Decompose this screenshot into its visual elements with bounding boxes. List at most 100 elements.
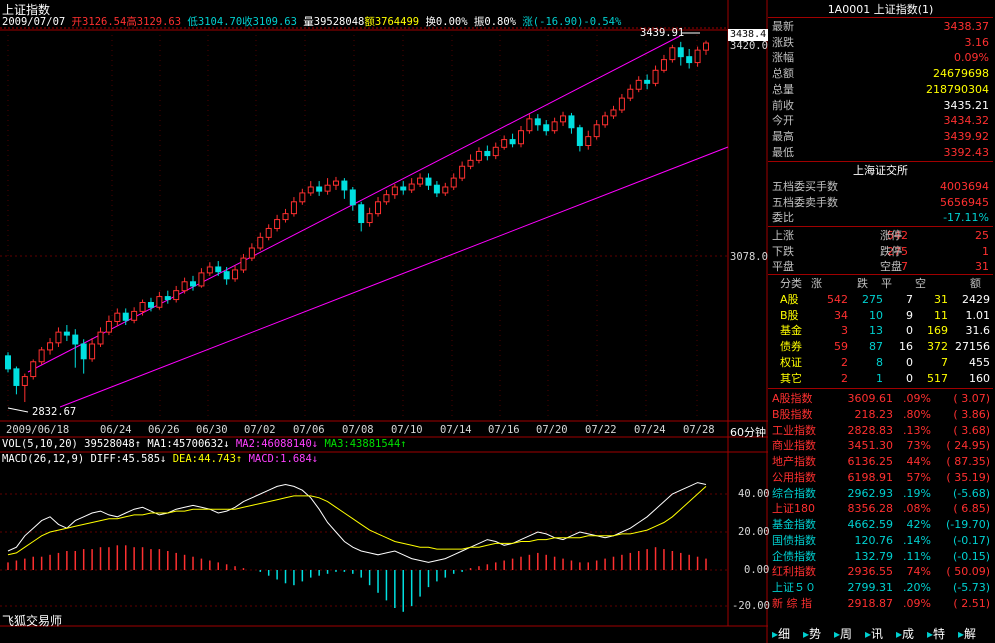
index-row[interactable]: 地产指数 6136.25 44% ( 87.35): [768, 454, 993, 469]
quote-line: 2009/07/07 开3126.54高3129.63 低3104.70收310…: [2, 14, 621, 29]
tab-6[interactable]: ▸解: [958, 627, 977, 641]
candle-body: [543, 124, 550, 132]
low-marker-line: [7, 407, 29, 413]
tab-2[interactable]: ▸周: [834, 627, 853, 641]
index-row[interactable]: 工业指数 2828.83 .13% ( 3.68): [768, 423, 993, 438]
quote-close: 收3109.63: [242, 16, 297, 28]
class-cell: 0: [906, 371, 913, 385]
candle-body: [501, 139, 508, 148]
candle-body: [602, 115, 609, 126]
index-row[interactable]: 公用指数 6198.91 57% ( 35.19): [768, 470, 993, 485]
class-cell: 372: [927, 340, 948, 354]
candle-body: [450, 177, 457, 188]
index-row[interactable]: 红利指数 2936.55 74% ( 50.09): [768, 564, 993, 579]
watermark: 飞狐交易师: [2, 614, 63, 628]
index-name: 新 综 指: [772, 596, 812, 610]
candle-body: [324, 184, 331, 192]
class-row[interactable]: 基金 3 13 0 169 31.6: [768, 323, 993, 338]
class-row[interactable]: 权证 2 8 0 7 455: [768, 355, 993, 370]
index-row[interactable]: A股指数 3609.61 .09% ( 3.07): [768, 391, 993, 406]
macd-dea: DEA:44.743↑: [172, 453, 243, 465]
candle-body: [660, 59, 667, 71]
tab-0[interactable]: ▸细: [772, 627, 791, 641]
candle-body: [30, 361, 37, 378]
period-label[interactable]: 60分钟: [730, 426, 766, 439]
index-row[interactable]: 新 综 指 2918.87 .09% ( 2.51): [768, 596, 993, 611]
index-price: 6198.91: [847, 470, 894, 484]
low-label: 2832.67: [32, 406, 77, 418]
candle-body: [114, 312, 121, 322]
index-row[interactable]: 上证５０ 2799.31 .20% (-5.73): [768, 580, 993, 595]
index-row[interactable]: 企债指数 132.79 .11% (-0.15): [768, 549, 993, 564]
x-tick-label: 07/28: [683, 424, 715, 436]
tab-5[interactable]: ▸特: [927, 627, 946, 641]
macd-diff: DIFF:45.585↓: [90, 453, 167, 465]
class-row[interactable]: A股 542 275 7 31 2429: [768, 292, 993, 307]
quote-row-label: 最高: [772, 129, 794, 143]
breadth-cell: 25: [975, 229, 989, 242]
candle-body: [442, 186, 449, 194]
index-price: 218.23: [854, 407, 894, 421]
index-row[interactable]: 基金指数 4662.59 42% (-19.70): [768, 517, 993, 532]
quote-panel: 1A0001 上证指数(1) 最新 3438.37 涨跌 3.16 涨幅 0.09% 总额 2…: [768, 0, 995, 626]
candle-body: [181, 281, 188, 292]
index-change: ( 35.19): [946, 470, 990, 484]
candle-body: [585, 136, 592, 147]
class-cell: 2: [841, 371, 848, 385]
candle-body: [274, 219, 281, 229]
class-row[interactable]: B股 34 10 9 11 1.01: [768, 308, 993, 323]
index-price: 3451.30: [847, 439, 894, 453]
candle-body: [156, 296, 163, 308]
x-tick-label: 07/22: [585, 424, 617, 436]
candle-body: [97, 331, 104, 345]
candle-body: [551, 121, 558, 132]
breadth-row: 平盘 7 空盘 31: [768, 259, 993, 274]
tab-3[interactable]: ▸讯: [865, 627, 884, 641]
index-row[interactable]: 商业指数 3451.30 73% ( 24.95): [768, 438, 993, 453]
channel-lower-line[interactable]: [59, 146, 729, 408]
x-tick-label: 07/20: [536, 424, 568, 436]
class-cell: 基金: [780, 324, 802, 338]
class-header-cell: 分类: [780, 277, 802, 290]
tab-1[interactable]: ▸势: [803, 627, 822, 641]
index-change: ( 2.51): [953, 596, 990, 610]
candle-body: [492, 146, 499, 157]
quote-row-label: 总额: [772, 67, 794, 81]
index-row[interactable]: 国债指数 120.76 .14% (-0.17): [768, 533, 993, 548]
vol-ma2: MA2:46088140↓: [235, 438, 319, 450]
candle-body: [375, 201, 382, 215]
candle-body: [223, 271, 230, 280]
class-cell: 275: [862, 293, 883, 306]
candle-body: [198, 272, 205, 287]
class-cell: 31.6: [965, 324, 991, 338]
x-tick-label: 07/08: [342, 424, 374, 436]
index-row[interactable]: B股指数 218.23 .80% ( 3.86): [768, 407, 993, 422]
tab-4[interactable]: ▸成: [896, 627, 915, 641]
index-name: B股指数: [772, 407, 813, 421]
breadth-row: 下跌 275 跌停 1: [768, 244, 993, 259]
current-price-tag-label: 3438.4: [730, 29, 767, 40]
candle-body: [215, 266, 222, 273]
current-price-tag: [728, 29, 768, 41]
quote-low: 低3104.70: [187, 16, 243, 28]
candle-body: [517, 130, 524, 145]
candle-body: [122, 312, 129, 321]
quote-row: 最新 3438.37: [768, 19, 993, 34]
candle-body: [240, 257, 247, 271]
candle-body: [232, 269, 239, 280]
index-price: 2828.83: [847, 423, 894, 437]
class-row[interactable]: 其它 2 1 0 517 160: [768, 371, 993, 386]
quote-row-value: 3392.43: [943, 145, 990, 159]
chart-canvas[interactable]: [0, 0, 768, 643]
panel-divider-5: [768, 388, 993, 389]
index-name: A股指数: [772, 392, 813, 405]
index-row[interactable]: 综合指数 2962.93 .19% (-5.68): [768, 486, 993, 501]
diff-line: [7, 482, 707, 563]
class-row[interactable]: 债券 59 87 16 372 27156: [768, 339, 993, 354]
candle-body: [307, 186, 314, 194]
dea-line: [7, 486, 707, 556]
index-row[interactable]: 上证180 8356.28 .08% ( 6.85): [768, 501, 993, 516]
candle-body: [568, 115, 575, 129]
candle-body: [139, 302, 146, 312]
quote-row-label: 最新: [772, 20, 794, 33]
